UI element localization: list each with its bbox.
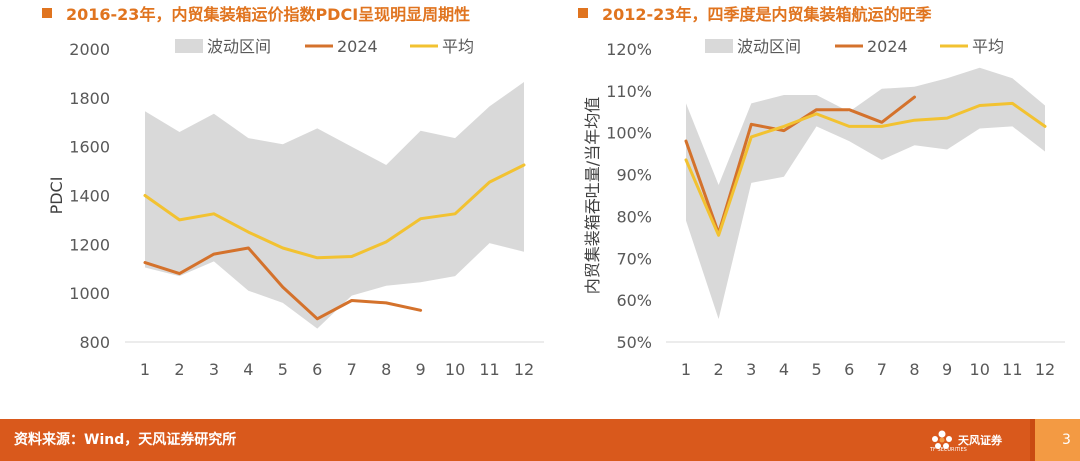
y-tick-label: 120% (606, 40, 652, 59)
x-tick-label: 6 (312, 360, 322, 379)
x-tick-label: 12 (1035, 360, 1055, 379)
y-tick-label: 1000 (69, 284, 110, 303)
footer-accent-block (1035, 419, 1080, 461)
y-tick-label: 100% (606, 124, 652, 143)
x-tick-label: 2 (714, 360, 724, 379)
right-chart-title-text: 2012-23年，四季度是内贸集装箱航运的旺季 (602, 5, 932, 24)
y-tick-label: 60% (616, 291, 652, 310)
legend-band-swatch (175, 39, 203, 53)
x-tick-label: 5 (278, 360, 288, 379)
logo-name: 天风证券 (958, 434, 1002, 447)
left-chart-title-text: 2016-23年，内贸集装箱运价指数PDCI呈现明显周期性 (66, 5, 471, 24)
x-tick-label: 9 (416, 360, 426, 379)
footer-bar: 资料来源：Wind，天风证券研究所 天风证券 TF SECURITIES 3 (0, 419, 1080, 461)
left-chart-title: 2016-23年，内贸集装箱运价指数PDCI呈现明显周期性 (42, 1, 470, 25)
y-tick-label: 1600 (69, 138, 110, 157)
y-axis-label: 内贸集装箱吞吐量/当年均值 (583, 97, 602, 294)
x-tick-label: 4 (779, 360, 789, 379)
x-tick-label: 10 (970, 360, 990, 379)
legend-band-swatch (705, 39, 733, 53)
x-tick-label: 10 (445, 360, 465, 379)
x-tick-label: 11 (479, 360, 499, 379)
x-tick-label: 8 (909, 360, 919, 379)
title-bullet-icon (42, 8, 52, 18)
series-line-1 (143, 163, 526, 260)
x-tick-label: 1 (681, 360, 691, 379)
x-tick-label: 9 (942, 360, 952, 379)
y-tick-label: 1800 (69, 89, 110, 108)
page-number: 3 (1062, 432, 1071, 448)
y-tick-label: 50% (616, 333, 652, 352)
logo-subtitle: TF SECURITIES (930, 447, 967, 453)
series-line-1 (684, 101, 1047, 237)
x-tick-label: 5 (811, 360, 821, 379)
legend-label: 2024 (867, 37, 908, 56)
x-tick-label: 11 (1002, 360, 1022, 379)
legend-label: 2024 (337, 37, 378, 56)
right-chart-title: 2012-23年，四季度是内贸集装箱航运的旺季 (578, 1, 931, 25)
series-line-0 (143, 246, 423, 321)
flower-logo-icon (932, 430, 952, 449)
x-tick-label: 4 (243, 360, 253, 379)
y-tick-label: 1400 (69, 187, 110, 206)
x-tick-label: 7 (347, 360, 357, 379)
title-bullet-icon (578, 8, 588, 18)
x-tick-label: 12 (514, 360, 534, 379)
y-axis-label: PDCI (47, 177, 66, 215)
band-area (145, 82, 524, 329)
legend-label: 平均 (442, 37, 474, 56)
x-tick-label: 3 (746, 360, 756, 379)
y-tick-label: 80% (616, 207, 652, 226)
y-tick-label: 1200 (69, 235, 110, 254)
y-tick-label: 90% (616, 166, 652, 185)
footer-accent-dark (1030, 419, 1038, 461)
y-tick-label: 70% (616, 249, 652, 268)
company-logo: 天风证券 TF SECURITIES (930, 427, 1002, 453)
x-tick-label: 7 (877, 360, 887, 379)
y-tick-label: 2000 (69, 40, 110, 59)
x-tick-label: 8 (381, 360, 391, 379)
legend-label: 平均 (972, 37, 1004, 56)
x-tick-label: 6 (844, 360, 854, 379)
legend-label: 波动区间 (737, 37, 801, 56)
source-note: 资料来源：Wind，天风证券研究所 (14, 432, 237, 448)
legend-label: 波动区间 (207, 37, 271, 56)
x-tick-label: 1 (140, 360, 150, 379)
x-tick-label: 3 (209, 360, 219, 379)
y-tick-label: 800 (79, 333, 110, 352)
throughput-line-chart: 50%60%70%80%90%100%110%120%1 2 3 4 5 6 7 8 9 10 11… (583, 37, 1065, 379)
y-tick-label: 110% (606, 82, 652, 101)
x-tick-label: 2 (174, 360, 184, 379)
